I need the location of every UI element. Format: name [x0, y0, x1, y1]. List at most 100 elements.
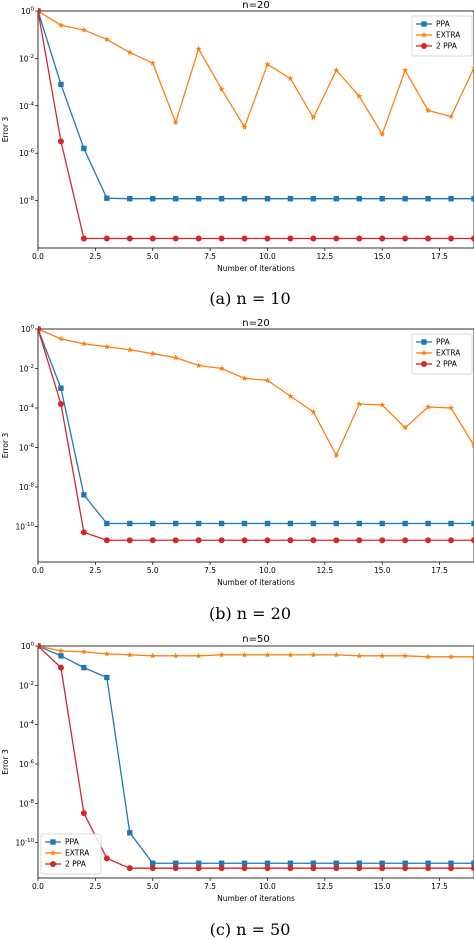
data-point	[80, 810, 87, 817]
y-tick-label: 100	[21, 325, 35, 335]
x-tick-label: 12.5	[316, 882, 333, 891]
data-point	[425, 107, 432, 114]
y-tick-label: 10-4	[19, 720, 35, 730]
x-tick-label: 17.5	[431, 252, 448, 261]
data-point	[58, 385, 64, 391]
data-point	[150, 860, 156, 866]
data-point	[287, 651, 294, 658]
series-extra	[38, 642, 474, 660]
data-point	[172, 537, 179, 544]
data-point	[379, 196, 385, 202]
series-2-ppa	[38, 326, 474, 544]
data-point	[195, 362, 202, 369]
data-point	[287, 865, 294, 872]
x-tick-label: 7.5	[204, 882, 216, 891]
data-point	[218, 651, 225, 658]
data-point	[218, 860, 225, 866]
y-tick-label: 10-6	[19, 149, 35, 159]
data-point	[195, 196, 202, 202]
data-point	[264, 196, 271, 202]
data-point	[402, 865, 409, 872]
data-point	[241, 865, 248, 872]
legend: PPA EXTRA 2 PPA	[40, 833, 102, 875]
y-tick-label: 10-2	[19, 681, 34, 691]
series-line	[38, 10, 474, 200]
x-tick-label: 15.0	[374, 252, 391, 261]
data-point	[218, 537, 225, 544]
legend-label: PPA	[436, 20, 451, 29]
legend-label: 2 PPA	[436, 360, 458, 369]
data-point	[379, 860, 385, 866]
y-tick-label: 10-4	[19, 403, 35, 413]
data-point	[310, 408, 317, 415]
data-point	[310, 114, 317, 121]
data-point	[310, 537, 317, 544]
data-point	[448, 113, 455, 120]
data-point	[126, 346, 133, 353]
data-point	[195, 45, 202, 52]
plot-frame	[37, 10, 474, 249]
legend: PPA EXTRA 2 PPA	[411, 15, 473, 57]
data-point	[379, 520, 385, 527]
data-point	[58, 81, 64, 88]
x-tick-label: 0.0	[32, 882, 44, 891]
legend-marker	[421, 339, 427, 345]
data-point	[264, 377, 271, 383]
data-point	[80, 235, 87, 242]
y-axis-label: Error 3	[1, 433, 10, 459]
data-point	[356, 400, 363, 407]
data-point	[356, 520, 362, 527]
data-point	[402, 196, 408, 202]
x-tick-label: 5.0	[147, 566, 159, 575]
data-point	[81, 145, 87, 152]
x-tick-label: 5.0	[147, 882, 159, 891]
legend-label: EXTRA	[436, 349, 461, 358]
data-point	[57, 401, 64, 408]
chart-title: n=20	[242, 0, 269, 11]
data-point	[172, 520, 179, 527]
data-point	[333, 67, 340, 73]
series-line	[38, 328, 474, 525]
x-tick-label: 7.5	[204, 252, 216, 261]
series-line	[38, 645, 474, 864]
data-point	[310, 865, 317, 872]
data-point	[333, 865, 340, 872]
data-point	[172, 196, 179, 202]
data-point	[104, 520, 110, 527]
series-line	[38, 10, 474, 136]
data-point	[448, 196, 454, 202]
data-point	[127, 830, 133, 836]
y-tick-label: 10-8	[19, 799, 35, 809]
data-point	[149, 652, 156, 659]
data-point	[333, 860, 340, 866]
data-point	[195, 520, 202, 527]
data-point	[470, 653, 474, 660]
y-tick-label: 10-10	[15, 522, 34, 532]
x-axis-label: Number of iterations	[217, 264, 295, 273]
data-point	[425, 860, 431, 866]
data-point	[127, 520, 133, 527]
data-point	[150, 196, 156, 202]
y-tick-label: 10-6	[19, 443, 35, 453]
data-point	[58, 653, 64, 659]
x-tick-label: 0.0	[32, 252, 44, 261]
data-point	[172, 652, 179, 659]
legend-entry: PPA	[416, 20, 451, 29]
data-point	[80, 529, 87, 536]
chart-panel-1: n=20 0.0 2.5 5.0 7.5 10.0 12.5 15.0 17.5 100 10-2 1…	[1, 0, 474, 308]
data-point	[379, 537, 386, 544]
data-point	[195, 537, 202, 544]
x-tick-label: 15.0	[374, 882, 391, 891]
data-point	[333, 537, 340, 544]
data-point	[310, 235, 317, 242]
legend-label: PPA	[65, 838, 80, 847]
figure-caption: (c) n = 50	[210, 920, 291, 939]
x-tick-label: 12.5	[316, 252, 333, 261]
plot-frame	[37, 328, 474, 563]
data-point	[471, 520, 474, 527]
data-point	[333, 235, 340, 242]
data-point	[103, 343, 110, 350]
data-point	[402, 537, 409, 544]
data-point	[287, 520, 294, 527]
data-point	[172, 860, 179, 866]
